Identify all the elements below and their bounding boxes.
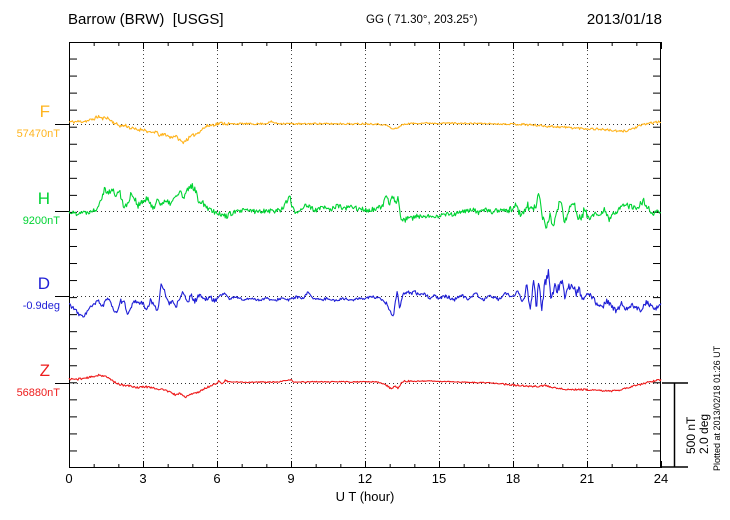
plot-date: 2013/01/18 [586,11,662,28]
hour-label-6: 6 [213,471,221,486]
plotted-at-timestamp: Plotted at 2013/02/18 01:26 UT [712,345,722,471]
hour-label-24: 24 [653,471,669,486]
channel-label-Z: Z [39,361,50,380]
hour-label-21: 21 [579,471,595,486]
channel-value-F: 57470nT [16,128,60,140]
channel-value-Z: 56880nT [16,387,60,399]
hour-label-9: 9 [287,471,295,486]
trace-D [68,269,662,318]
trace-Z [68,373,662,399]
channel-value-H: 9200nT [22,215,60,227]
hour-label-18: 18 [505,471,521,486]
channel-value-D: -0.9deg [22,300,60,312]
hour-label-0: 0 [65,471,73,486]
channel-label-F: F [39,102,50,121]
gauge-nt-label: 500 nT [684,416,698,454]
channel-label-H: H [37,189,50,208]
trace-H [68,182,662,229]
trace-F [68,114,662,145]
geographic-coords: GG ( 71.30°, 203.25°) [366,14,478,26]
scale-gauge-label: 500 nT 2.0 deg [684,413,711,454]
station-title: Barrow (BRW) [USGS] [68,11,224,28]
x-axis-title: U T (hour) [335,489,395,504]
hour-label-12: 12 [357,471,373,486]
hour-label-15: 15 [431,471,447,486]
gauge-deg-label: 2.0 deg [697,413,711,454]
hour-label-3: 3 [139,471,147,486]
channel-label-D: D [37,274,50,293]
